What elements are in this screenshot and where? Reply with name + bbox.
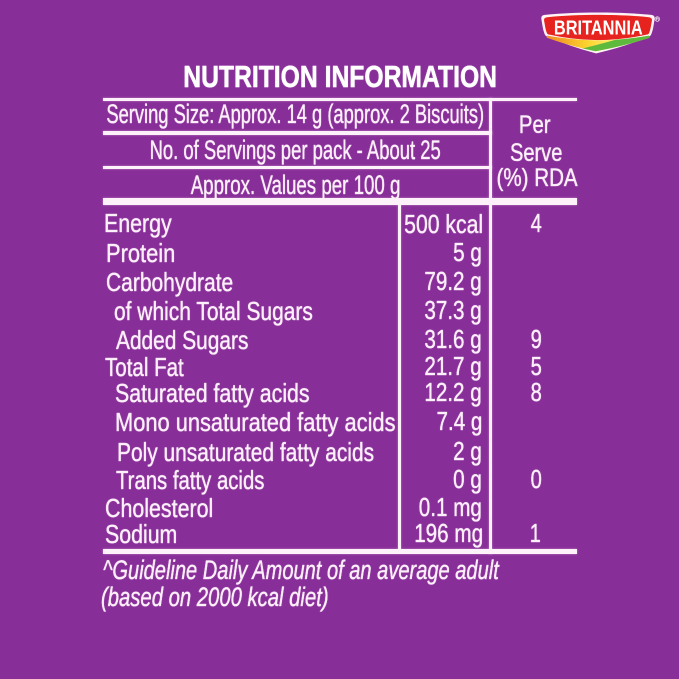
- svg-text:BRITANNIA: BRITANNIA: [554, 17, 643, 39]
- svg-text:R: R: [656, 17, 660, 23]
